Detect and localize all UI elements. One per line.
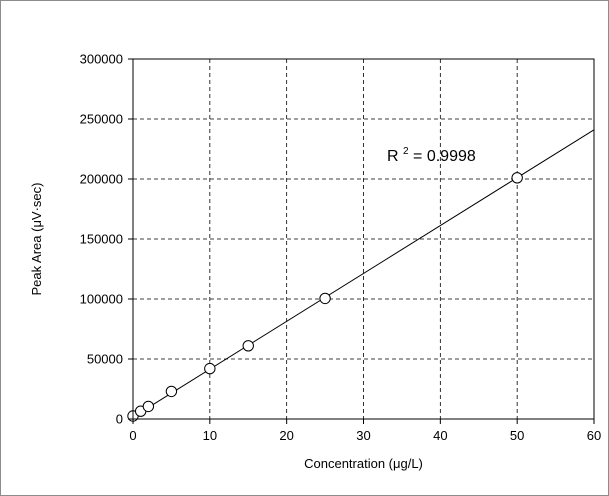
x-tick-label: 30 [356, 428, 370, 443]
x-tick-label: 40 [433, 428, 447, 443]
x-tick-label: 0 [129, 428, 136, 443]
grid-lines [133, 59, 594, 419]
y-tick-labels: 0 50000 100000 150000 200000 250000 300000 [80, 52, 123, 427]
data-point [204, 362, 216, 375]
y-tick-label: 100000 [80, 292, 123, 307]
x-axis-title: Concentration (μg/L) [304, 456, 423, 471]
x-tick-label: 10 [203, 428, 217, 443]
x-tick-labels: 0 10 20 30 40 50 60 [129, 428, 601, 443]
y-axis-title: Peak Area (μV·sec) [29, 183, 44, 296]
data-point [165, 385, 178, 398]
x-tick-label: 60 [587, 428, 601, 443]
y-tick-label: 50000 [87, 352, 123, 367]
y-tick-label: 250000 [80, 112, 123, 127]
r-squared-base: R [387, 148, 399, 165]
x-tick-label: 20 [279, 428, 293, 443]
y-tick-label: 200000 [80, 172, 123, 187]
data-point [319, 292, 331, 305]
y-tick-label: 300000 [80, 52, 123, 67]
data-point [511, 172, 523, 184]
data-point [242, 340, 254, 352]
r-squared-annotation: R 2 = 0.9998 [387, 141, 476, 165]
r-squared-superscript: 2 [403, 146, 409, 157]
x-tick-label: 50 [510, 428, 524, 443]
y-tick-label: 150000 [80, 232, 123, 247]
axis-ticks [128, 58, 595, 424]
r-squared-value: = 0.9998 [413, 148, 476, 165]
plot-area-frame [132, 58, 595, 420]
data-point [142, 400, 155, 413]
y-tick-label: 0 [116, 412, 123, 427]
